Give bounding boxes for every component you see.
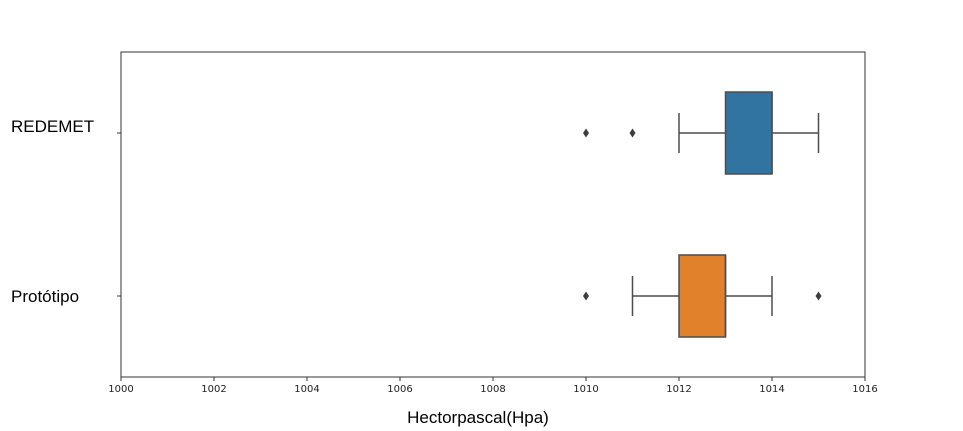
outlier-point — [583, 291, 589, 301]
x-tick-label: 1016 — [852, 384, 877, 395]
outlier-point — [583, 128, 589, 138]
x-tick-label: 1012 — [666, 384, 691, 395]
outlier-point — [629, 128, 636, 138]
x-tick-label: 1000 — [108, 384, 133, 395]
x-tick-label: 1010 — [573, 384, 598, 395]
y-tick-label: REDEMET — [11, 117, 94, 136]
box-iqr — [678, 254, 727, 338]
y-tick-label: Protótipo — [11, 287, 79, 306]
x-tick-label: 1006 — [387, 384, 412, 395]
x-tick-label: 1002 — [201, 384, 226, 395]
box-redemet — [583, 91, 820, 175]
x-tick-label: 1004 — [294, 384, 319, 395]
x-tick-label: 1008 — [480, 384, 505, 395]
outlier-point — [815, 291, 822, 301]
box-prototipo — [583, 254, 822, 338]
box-iqr — [724, 91, 773, 175]
x-axis-label: Hectorpascal(Hpa) — [407, 408, 549, 427]
x-tick-label: 1014 — [759, 384, 784, 395]
